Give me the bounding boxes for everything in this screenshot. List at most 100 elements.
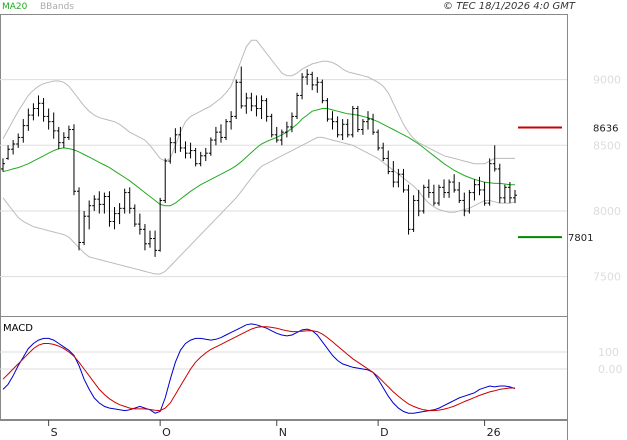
ohlc-bar — [92, 195, 97, 211]
x-tick-label: S — [51, 426, 58, 439]
x-tick-label: 26 — [487, 426, 501, 439]
ohlc-bar — [46, 108, 51, 130]
ohlc-bar — [426, 179, 431, 198]
ohlc-bar — [310, 71, 315, 91]
ohlc-bar — [77, 187, 82, 251]
ohlc-bar — [431, 184, 436, 206]
ohlc-bar — [249, 92, 254, 112]
ohlc-bar — [305, 69, 310, 85]
ma20-line — [2, 108, 515, 207]
ohlc-bar — [234, 79, 239, 120]
copyright-text: © TEC 18/1/2026 4:0 GMT — [443, 1, 576, 12]
ohlc-bar — [472, 179, 477, 201]
ohlc-bar — [442, 179, 447, 198]
ohlc-bar — [360, 119, 365, 135]
ohlc-bar — [107, 191, 112, 227]
ohlc-bar — [350, 105, 355, 138]
price-bars — [1, 66, 517, 257]
ohlc-bar — [66, 125, 71, 141]
price-tick-label: 7500 — [593, 271, 621, 284]
ohlc-bar — [188, 142, 193, 159]
ohlc-bar — [284, 121, 289, 138]
bollinger-bands — [2, 39, 516, 275]
ohlc-bar — [406, 184, 411, 235]
ohlc-bar — [259, 95, 264, 120]
bbands-upper-line — [2, 39, 515, 165]
ohlc-bar — [269, 113, 274, 138]
ohlc-bar — [355, 105, 360, 133]
ma20-series-line — [2, 108, 515, 207]
chart-header: MA20 BBands © TEC 18/1/2026 4:0 GMT — [2, 1, 576, 12]
macd-panel-label: MACD — [3, 323, 33, 334]
ohlc-bar — [198, 151, 203, 167]
ohlc-bar — [502, 184, 507, 204]
ohlc-bar — [340, 119, 345, 141]
ohlc-bar — [87, 200, 92, 230]
ohlc-bar — [289, 112, 294, 133]
ohlc-bar — [315, 77, 320, 93]
ohlc-bar — [239, 66, 244, 109]
ohlc-bar — [335, 116, 340, 138]
ohlc-bar — [452, 174, 457, 193]
ohlc-bar — [168, 137, 173, 164]
x-tick-label: O — [162, 426, 171, 439]
support-resistance-levels: 8636 7801 — [518, 123, 618, 244]
ohlc-bar — [330, 111, 335, 130]
resistance-label: 8636 — [593, 123, 618, 134]
ohlc-bar — [264, 98, 269, 122]
price-tick-label: 9000 — [593, 74, 621, 87]
ohlc-bar — [365, 111, 370, 130]
signal-series-line — [2, 326, 515, 412]
ohlc-bar — [97, 191, 102, 214]
ohlc-bar — [497, 163, 502, 204]
ohlc-bar — [127, 187, 132, 214]
ohlc-bar — [16, 133, 21, 148]
ohlc-bar — [513, 189, 517, 204]
ohlc-bar — [274, 126, 279, 143]
ohlc-bar — [56, 126, 61, 150]
x-tick-label: N — [279, 426, 287, 439]
ohlc-bar — [371, 113, 376, 135]
ohlc-bar — [482, 182, 487, 206]
ohlc-bar — [21, 119, 26, 143]
ohlc-bar — [6, 145, 11, 160]
ohlc-bar — [279, 129, 284, 146]
price-tick-label: 8500 — [593, 139, 621, 152]
ohlc-bar — [41, 98, 46, 122]
ohlc-bar — [153, 230, 158, 257]
ohlc-bar — [467, 189, 472, 214]
support-label: 7801 — [568, 233, 593, 244]
ohlc-bar — [376, 129, 381, 151]
ohlc-bar — [391, 161, 396, 188]
price-tick-label: 8000 — [593, 205, 621, 218]
ohlc-bar — [295, 92, 300, 120]
ohlc-bar — [421, 184, 426, 214]
bbands-legend-label: BBands — [40, 2, 74, 12]
ohlc-bar — [477, 176, 482, 196]
ohlc-bar — [102, 192, 107, 214]
ohlc-bar — [224, 119, 229, 141]
ohlc-bar — [112, 207, 117, 230]
ohlc-bar — [142, 224, 147, 251]
ohlc-bar — [208, 137, 213, 156]
ohlc-bar — [203, 147, 208, 162]
x-tick-label: D — [380, 426, 388, 439]
ohlc-bar — [244, 92, 249, 114]
ohlc-bar — [396, 168, 401, 188]
ohlc-bar — [345, 119, 350, 138]
bbands-lower-line — [2, 136, 516, 275]
ohlc-bar — [31, 103, 36, 121]
ohlc-bar — [163, 158, 168, 204]
ohlc-bar — [218, 124, 223, 143]
ohlc-bar — [254, 95, 259, 117]
ohlc-bar — [158, 197, 163, 252]
ohlc-bar — [51, 112, 56, 139]
ohlc-bar — [178, 126, 183, 152]
ohlc-bar — [61, 132, 66, 148]
ohlc-bar — [132, 204, 137, 227]
ohlc-bar — [117, 203, 122, 225]
ohlc-bar — [183, 141, 188, 159]
ohlc-bar — [436, 184, 441, 206]
ohlc-bar — [229, 111, 234, 130]
